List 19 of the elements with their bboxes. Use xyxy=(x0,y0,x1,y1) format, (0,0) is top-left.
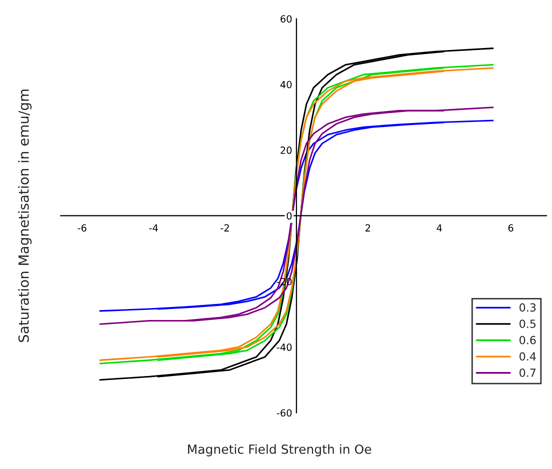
x-tick-label: -4 xyxy=(149,224,158,232)
legend-label: 0.7 xyxy=(520,368,536,377)
y-tick-label: 40 xyxy=(280,80,292,88)
x-tick-label: 6 xyxy=(508,224,514,232)
x-tick-label: 4 xyxy=(436,224,442,232)
y-tick-label: 0 xyxy=(286,212,292,220)
x-tick-label: -6 xyxy=(78,224,86,232)
legend-label: 0.6 xyxy=(520,336,536,344)
x-tick-label: 2 xyxy=(366,224,370,232)
y-tick-label: 60 xyxy=(280,15,292,23)
y-tick-label: -40 xyxy=(276,344,292,351)
y-axis-title: Saturation Magnetisation in emu/gm xyxy=(18,90,32,342)
legend-label: 0.5 xyxy=(520,320,536,328)
x-axis-title: Magnetic Field Strength in Oe xyxy=(188,444,372,456)
legend-label: 0.3 xyxy=(520,303,536,312)
legend-label: 0.4 xyxy=(520,352,536,361)
y-tick-label: -60 xyxy=(276,409,292,417)
y-tick-label: 20 xyxy=(280,146,292,154)
x-tick-label: -2 xyxy=(220,224,229,232)
